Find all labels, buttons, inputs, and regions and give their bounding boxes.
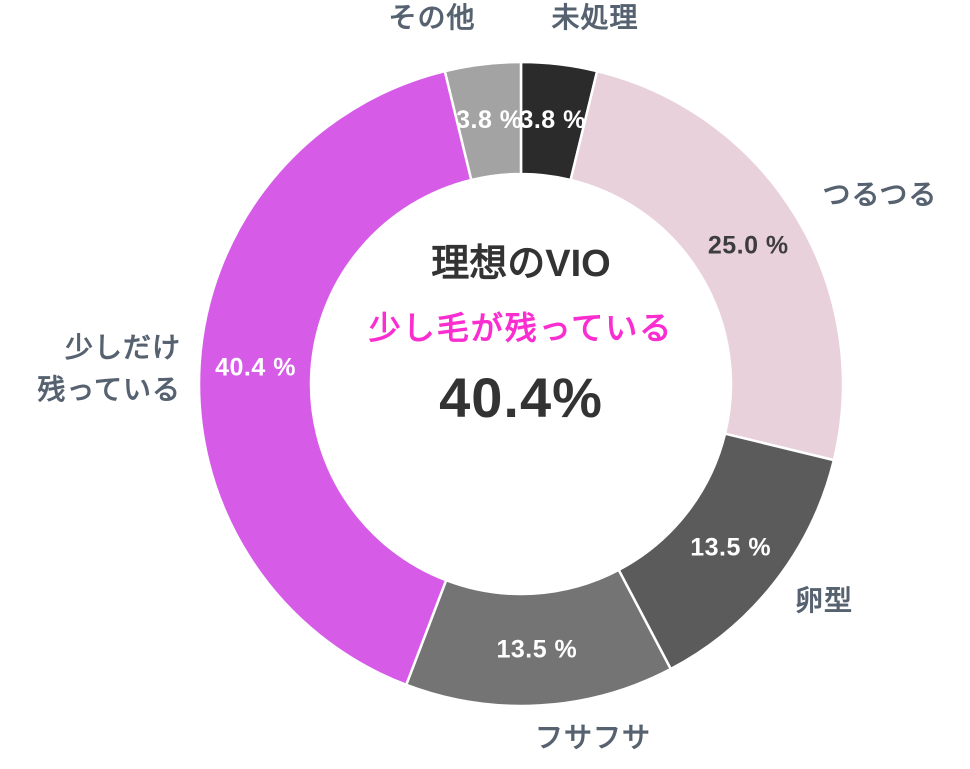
slice-value-label-5: 3.8 % bbox=[456, 106, 522, 134]
slice-value-label-2: 13.5 % bbox=[690, 534, 771, 562]
slice-category-label-4: 少しだけ残っている bbox=[37, 332, 181, 405]
slice-category-label-2: 卵型 bbox=[795, 585, 853, 616]
slice-value-label-1: 25.0 % bbox=[708, 232, 789, 260]
slice-value-label-3: 13.5 % bbox=[496, 636, 577, 664]
slice-category-label-5: その他 bbox=[388, 2, 475, 33]
donut-slice-4 bbox=[197, 69, 473, 687]
slice-value-label-0: 3.8 % bbox=[519, 106, 585, 134]
slice-value-label-4: 40.4 % bbox=[215, 353, 296, 381]
slice-category-label-3: フサフサ bbox=[535, 722, 651, 753]
slice-category-label-1: つるつる bbox=[823, 179, 938, 210]
donut-slice-5 bbox=[443, 60, 523, 182]
slice-category-label-0: 未処理 bbox=[551, 2, 638, 33]
donut-slice-1 bbox=[569, 69, 845, 462]
